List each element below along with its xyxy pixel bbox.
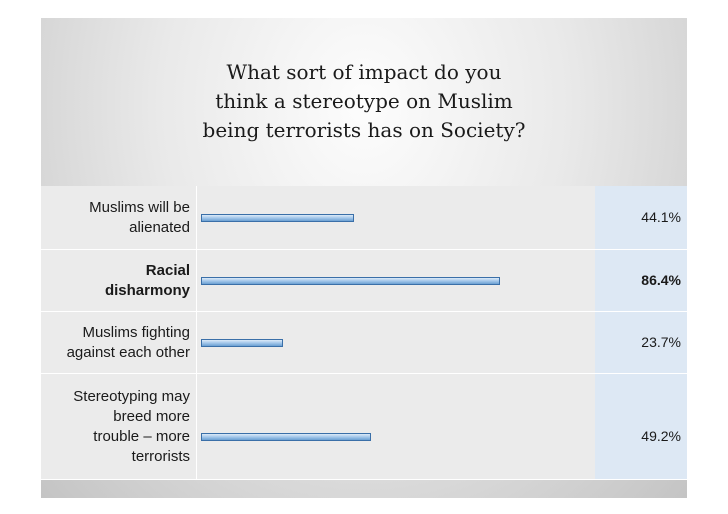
category-label-line: alienated [129, 218, 190, 236]
table-row: Racial disharmony 86.4% [41, 250, 687, 312]
value-label: 44.1% [641, 209, 681, 225]
category-label-line: terrorists [131, 447, 190, 465]
bar-track [201, 433, 547, 441]
bar-track [201, 277, 547, 285]
category-label-line: against each other [66, 343, 190, 361]
chart-title: What sort of impact do you think a stere… [41, 58, 687, 145]
category-label-line: disharmony [104, 281, 190, 299]
category-label: Stereotyping may breed more trouble – more… [41, 374, 197, 479]
category-label-line: Stereotyping may [73, 387, 190, 405]
category-label-line: trouble – more [93, 427, 190, 445]
value-cell: 86.4% [595, 250, 687, 311]
bar-cell [197, 186, 596, 249]
bar-track [201, 339, 547, 347]
category-label: Racial disharmony [41, 250, 197, 311]
chart-title-line: being terrorists has on Society? [202, 118, 526, 142]
category-label-line: breed more [113, 407, 190, 425]
bar [201, 214, 354, 222]
bar [201, 277, 500, 285]
category-label-line: Muslims fighting [82, 323, 190, 341]
bar-track [201, 214, 547, 222]
table-row: Muslims will be alienated 44.1% [41, 186, 687, 250]
value-label: 23.7% [641, 334, 681, 350]
bar [201, 433, 371, 441]
bar-cell [197, 312, 596, 373]
table-row: Muslims fighting against each other 23.7% [41, 312, 687, 374]
bar-cell [197, 374, 596, 479]
value-cell: 44.1% [595, 186, 687, 249]
table-row: Stereotyping may breed more trouble – more… [41, 374, 687, 480]
category-label-line: Racial [145, 261, 190, 279]
chart-title-line: What sort of impact do you [226, 60, 502, 84]
category-label-line: Muslims will be [89, 198, 190, 216]
bar-cell [197, 250, 596, 311]
value-cell: 49.2% [595, 374, 687, 479]
category-label: Muslims fighting against each other [41, 312, 197, 373]
value-label: 49.2% [641, 428, 681, 444]
value-cell: 23.7% [595, 312, 687, 373]
value-label: 86.4% [641, 272, 681, 288]
results-table: Muslims will be alienated 44.1% Racial disha… [41, 186, 687, 480]
category-label: Muslims will be alienated [41, 186, 197, 249]
bar [201, 339, 283, 347]
chart-title-line: think a stereotype on Muslim [215, 89, 513, 113]
